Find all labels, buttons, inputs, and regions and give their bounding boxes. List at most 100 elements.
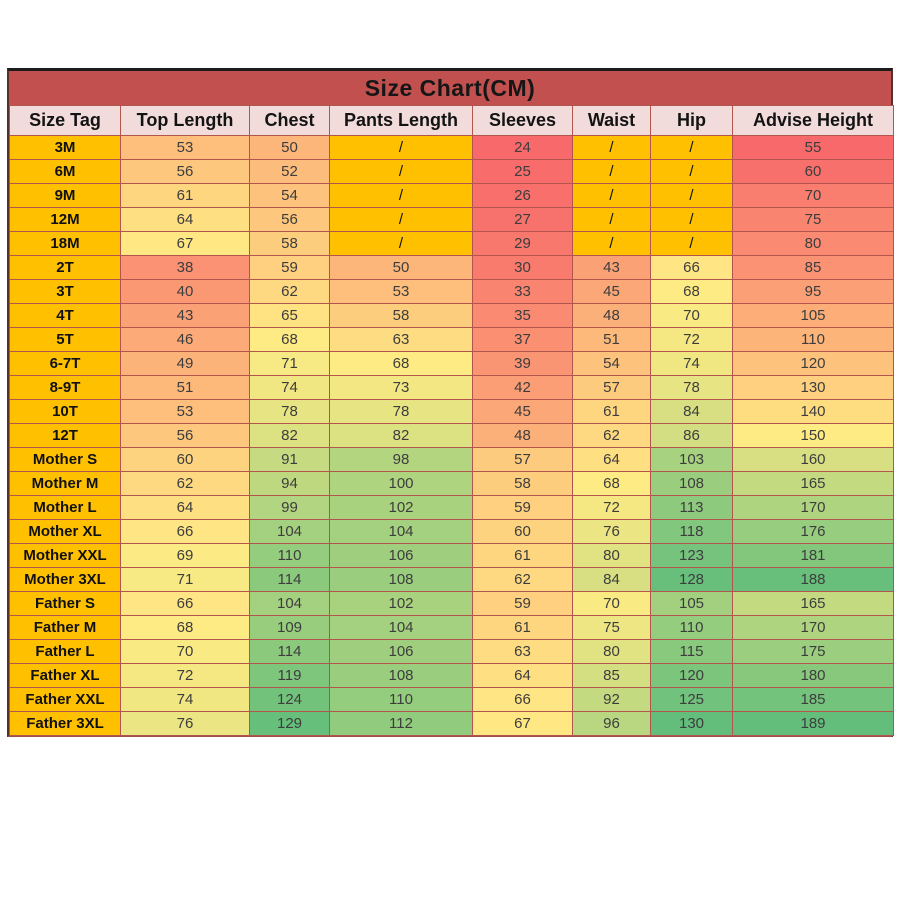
empty-cell: / <box>650 135 733 160</box>
value-cell: 58 <box>329 303 473 328</box>
size-table: Size Tag Top Length Chest Pants Length Sleev… <box>9 105 894 736</box>
value-cell: 66 <box>650 255 733 280</box>
value-cell: 125 <box>650 687 733 712</box>
value-cell: 78 <box>329 399 473 424</box>
size-tag-cell: 8-9T <box>9 375 121 400</box>
value-cell: 104 <box>249 591 330 616</box>
value-cell: 27 <box>472 207 573 232</box>
size-tag-cell: Mother S <box>9 447 121 472</box>
value-cell: 56 <box>120 159 250 184</box>
table-row: 18M 67 58/29//80 <box>9 231 894 256</box>
value-cell: 86 <box>650 423 733 448</box>
value-cell: 66 <box>120 591 250 616</box>
table-row: 12T 56 82 82 48 62 86 150 <box>9 423 894 448</box>
empty-cell: / <box>329 183 473 208</box>
value-cell: 70 <box>650 303 733 328</box>
table-row: 9M 61 54/26//70 <box>9 183 894 208</box>
value-cell: 33 <box>472 279 573 304</box>
size-tag-cell: 5T <box>9 327 121 352</box>
value-cell: 105 <box>650 591 733 616</box>
value-cell: 112 <box>329 711 473 736</box>
empty-cell: / <box>329 159 473 184</box>
value-cell: 50 <box>249 135 330 160</box>
size-tag-cell: Mother XL <box>9 519 121 544</box>
value-cell: 53 <box>329 279 473 304</box>
value-cell: 25 <box>472 159 573 184</box>
value-cell: 50 <box>329 255 473 280</box>
size-tag-cell: Father 3XL <box>9 711 121 736</box>
value-cell: 76 <box>120 711 250 736</box>
value-cell: 80 <box>732 231 894 256</box>
value-cell: 57 <box>572 375 651 400</box>
value-cell: 56 <box>120 423 250 448</box>
table-row: 4T 43 65 58 35 48 70 105 <box>9 303 894 328</box>
table-row: 2T 38 59 50 30 43 66 85 <box>9 255 894 280</box>
table-row: Father L 70 114 106 63 80 115 175 <box>9 639 894 664</box>
size-tag-cell: Father XL <box>9 663 121 688</box>
chart-title: Size Chart(CM) <box>9 71 891 105</box>
value-cell: 61 <box>120 183 250 208</box>
empty-cell: / <box>572 231 651 256</box>
table-row: 10T 53 78 78 45 61 84 140 <box>9 399 894 424</box>
value-cell: 92 <box>572 687 651 712</box>
empty-cell: / <box>572 183 651 208</box>
value-cell: 69 <box>120 543 250 568</box>
size-tag-cell: 10T <box>9 399 121 424</box>
value-cell: 55 <box>732 135 894 160</box>
value-cell: 175 <box>732 639 894 664</box>
value-cell: 62 <box>572 423 651 448</box>
table-row: Father XXL 74 124 110 66 92 125 185 <box>9 687 894 712</box>
value-cell: 104 <box>329 519 473 544</box>
column-header: Pants Length <box>329 105 473 136</box>
value-cell: 114 <box>249 567 330 592</box>
value-cell: 68 <box>329 351 473 376</box>
value-cell: 91 <box>249 447 330 472</box>
value-cell: 82 <box>249 423 330 448</box>
table-row: 3T 40 62 53 33 45 68 95 <box>9 279 894 304</box>
size-tag-cell: 6-7T <box>9 351 121 376</box>
value-cell: 64 <box>572 447 651 472</box>
value-cell: 57 <box>472 447 573 472</box>
table-row: Father S 66 104 102 59 70 105 165 <box>9 591 894 616</box>
empty-cell: / <box>572 159 651 184</box>
empty-cell: / <box>329 207 473 232</box>
value-cell: 67 <box>120 231 250 256</box>
value-cell: 63 <box>329 327 473 352</box>
value-cell: 110 <box>249 543 330 568</box>
value-cell: 66 <box>472 687 573 712</box>
column-header: Hip <box>650 105 733 136</box>
value-cell: 113 <box>650 495 733 520</box>
table-row: 6-7T 49 71 68 39 54 74 120 <box>9 351 894 376</box>
value-cell: 84 <box>650 399 733 424</box>
value-cell: 59 <box>249 255 330 280</box>
size-tag-cell: Father M <box>9 615 121 640</box>
value-cell: 95 <box>732 279 894 304</box>
value-cell: 29 <box>472 231 573 256</box>
value-cell: 46 <box>120 327 250 352</box>
value-cell: 53 <box>120 399 250 424</box>
value-cell: 99 <box>249 495 330 520</box>
value-cell: 64 <box>120 495 250 520</box>
value-cell: 100 <box>329 471 473 496</box>
size-tag-cell: 2T <box>9 255 121 280</box>
value-cell: 43 <box>572 255 651 280</box>
value-cell: 62 <box>120 471 250 496</box>
column-header: Sleeves <box>472 105 573 136</box>
header-row: Size Tag Top Length Chest Pants Length Sleev… <box>9 105 894 136</box>
value-cell: 70 <box>732 183 894 208</box>
value-cell: 176 <box>732 519 894 544</box>
size-tag-cell: Father L <box>9 639 121 664</box>
size-tag-cell: Mother M <box>9 471 121 496</box>
value-cell: 104 <box>249 519 330 544</box>
value-cell: 72 <box>572 495 651 520</box>
value-cell: 70 <box>572 591 651 616</box>
value-cell: 185 <box>732 687 894 712</box>
value-cell: 75 <box>572 615 651 640</box>
size-tag-cell: 6M <box>9 159 121 184</box>
value-cell: 115 <box>650 639 733 664</box>
value-cell: 105 <box>732 303 894 328</box>
value-cell: 64 <box>120 207 250 232</box>
value-cell: 68 <box>572 471 651 496</box>
value-cell: 110 <box>650 615 733 640</box>
value-cell: 188 <box>732 567 894 592</box>
